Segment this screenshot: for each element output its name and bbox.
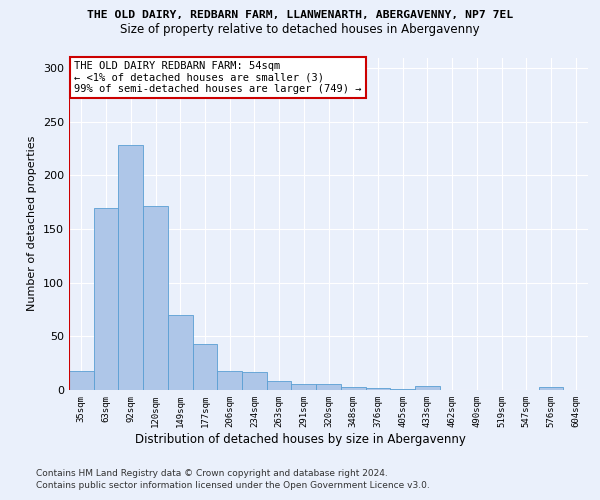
Bar [365,388,390,390]
Bar [118,146,143,390]
Bar [316,384,341,390]
Bar [292,384,316,390]
Bar [415,386,440,390]
Bar [242,372,267,390]
Text: Distribution of detached houses by size in Abergavenny: Distribution of detached houses by size … [134,432,466,446]
Text: Contains public sector information licensed under the Open Government Licence v3: Contains public sector information licen… [36,481,430,490]
Bar [143,206,168,390]
Bar [390,389,415,390]
Y-axis label: Number of detached properties: Number of detached properties [28,136,37,312]
Bar [341,387,365,390]
Text: Size of property relative to detached houses in Abergavenny: Size of property relative to detached ho… [120,22,480,36]
Bar [94,208,118,390]
Bar [193,344,217,390]
Bar [69,370,94,390]
Bar [168,315,193,390]
Text: THE OLD DAIRY, REDBARN FARM, LLANWENARTH, ABERGAVENNY, NP7 7EL: THE OLD DAIRY, REDBARN FARM, LLANWENARTH… [87,10,513,20]
Bar [217,370,242,390]
Bar [267,382,292,390]
Text: THE OLD DAIRY REDBARN FARM: 54sqm
← <1% of detached houses are smaller (3)
99% o: THE OLD DAIRY REDBARN FARM: 54sqm ← <1% … [74,61,362,94]
Text: Contains HM Land Registry data © Crown copyright and database right 2024.: Contains HM Land Registry data © Crown c… [36,469,388,478]
Bar [539,387,563,390]
